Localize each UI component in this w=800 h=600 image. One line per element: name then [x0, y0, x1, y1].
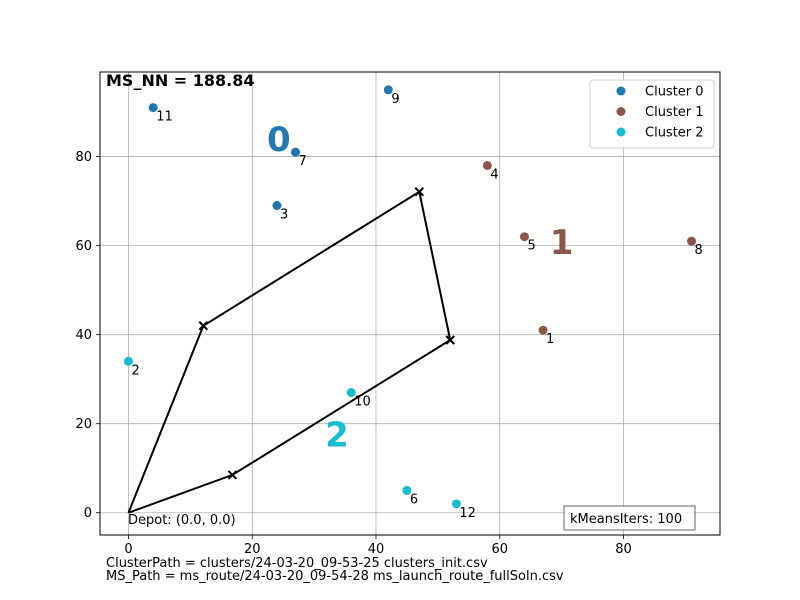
point-3	[272, 201, 282, 211]
cluster-label-1: 1	[550, 223, 574, 263]
point-label-5: 5	[527, 239, 535, 254]
point-label-8: 8	[695, 243, 703, 258]
route-marker-stroke	[198, 321, 209, 331]
depot-label: Depot: (0.0, 0.0)	[128, 513, 236, 528]
route-marker-stroke	[227, 470, 238, 480]
point-5	[519, 232, 529, 242]
grid	[100, 72, 720, 535]
legend-entry-0: Cluster 0	[645, 85, 704, 100]
route	[127, 187, 455, 514]
points	[123, 85, 697, 509]
legend-entry-1: Cluster 1	[645, 105, 704, 120]
point-4	[482, 160, 492, 170]
route-marker-stroke	[414, 187, 424, 197]
route-vertex-marker	[414, 187, 424, 197]
plot-frame	[99, 71, 721, 536]
point-label-3: 3	[280, 208, 288, 223]
cluster-label-0: 0	[267, 120, 291, 160]
point-2	[123, 356, 133, 366]
route-vertex-marker	[445, 335, 455, 345]
iterations-box: kMeansIters: 100	[563, 505, 696, 531]
point-label-4: 4	[490, 167, 498, 182]
y-tick-label: 0	[84, 506, 92, 521]
point-11	[148, 103, 158, 113]
cluster-path-text: ClusterPath = clusters/24-03-20_09-53-25…	[106, 556, 488, 571]
legend: Cluster 0 Cluster 1 Cluster 2	[589, 79, 715, 149]
y-tick-label: 40	[75, 328, 92, 343]
y-tick-label: 20	[75, 417, 92, 432]
route-vertex-marker	[227, 470, 238, 480]
point-6	[402, 485, 412, 495]
point-label-10: 10	[354, 395, 371, 410]
point-label-12: 12	[459, 506, 476, 521]
x-tick-label: 40	[368, 542, 385, 557]
point-10	[346, 388, 356, 398]
y-tick-label: 60	[75, 239, 92, 254]
route-marker-stroke	[445, 335, 455, 345]
point-label-6: 6	[410, 492, 418, 507]
legend-marker-0	[616, 86, 626, 96]
point-label-9: 9	[391, 92, 399, 107]
x-tick-label: 60	[491, 542, 508, 557]
point-label-7: 7	[299, 154, 307, 169]
point-12	[451, 499, 461, 509]
route-vertex-marker	[198, 321, 209, 331]
point-7	[291, 147, 301, 157]
y-tick-label: 80	[75, 150, 92, 165]
x-tick-label: 80	[615, 542, 632, 557]
x-tick-label: 20	[244, 542, 261, 557]
axis-ticks: 0 20 40 60 80 0 20 40 60 80	[75, 150, 631, 557]
cluster-label-2: 2	[325, 415, 349, 455]
point-label-1: 1	[546, 332, 554, 347]
legend-marker-1	[616, 107, 626, 116]
ms-path-text: MS_Path = ms_route/24-03-20_09-54-28 ms_…	[106, 569, 564, 584]
point-label-11: 11	[156, 110, 173, 125]
point-8	[687, 236, 697, 246]
route-line	[127, 190, 452, 514]
legend-marker-2	[616, 127, 626, 137]
iterations-label: kMeansIters: 100	[570, 512, 682, 527]
x-tick-label: 0	[124, 542, 132, 557]
legend-entry-2: Cluster 2	[645, 126, 704, 141]
chart-metric: MS_NN = 188.84	[106, 71, 255, 90]
point-label-2: 2	[131, 363, 139, 378]
point-9	[383, 85, 393, 95]
point-1	[538, 325, 548, 335]
